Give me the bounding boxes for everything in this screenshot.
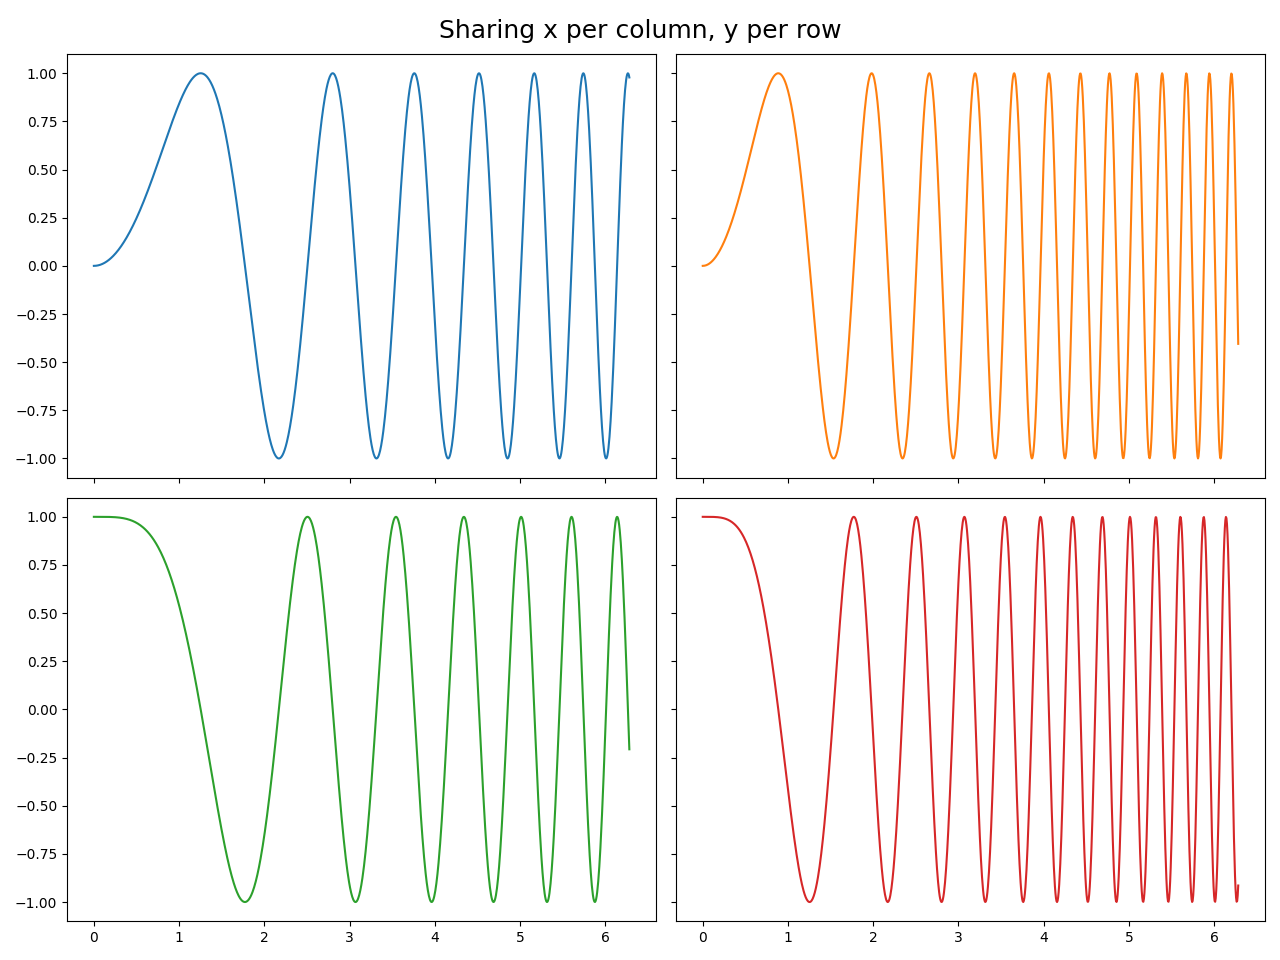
Text: Sharing x per column, y per row: Sharing x per column, y per row <box>439 19 841 43</box>
